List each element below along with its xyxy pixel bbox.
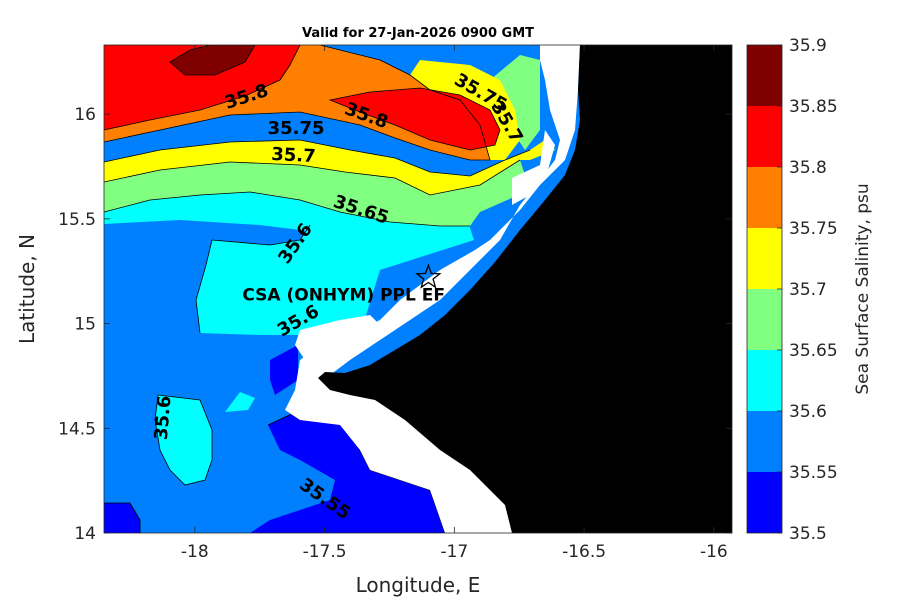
colorbar: 35.5 35.55 35.6 35.65 35.7 35.75 35.8 35.85 35.9 [746,36,838,544]
colorbar-tick-label: 35.65 [789,341,838,361]
contour-line-35.65 [104,159,521,196]
colorbar-tick-label: 35.6 [789,402,827,422]
colorbar-swatch [747,167,782,228]
y-tick-label: 14.5 [58,419,96,439]
no-data-block [512,130,555,205]
contour-label: 35.6 [151,395,176,441]
y-tick-label: 15 [74,315,96,335]
y-tick-label: 14 [74,524,96,544]
contour-line-35.6 [104,191,470,227]
no-data-coastal-strip [285,45,580,533]
colorbar-tick-label: 35.9 [789,36,827,56]
map-title: Valid for 27-Jan-2026 0900 GMT [302,26,534,41]
map-plot-area[interactable]: CSA (ONHYM) PPL EF 35.835.835.7535.7535.… [104,45,732,533]
map-frame [103,44,733,534]
salinity-band-35.6-35.65-north [104,192,470,250]
colorbar-swatch [747,472,782,533]
colorbar-label: Sea Surface Salinity, psu [853,183,873,394]
salinity-band-35.65-35.7 [104,160,530,226]
salinity-band-35.6-35.65-small [225,392,255,412]
y-axis-ticks: 14 14.5 15 15.5 16 [58,105,732,544]
salinity-band-35.6-35.65-southwest [155,395,212,485]
contour-line-35.85 [169,45,256,76]
contour-line-35.6-inner [195,239,213,334]
land-mass [318,45,732,533]
contour-label: 35.75 [268,118,325,139]
x-tick-label: -17 [440,542,468,562]
colorbar-swatch [747,411,782,472]
colorbar-tick-label: 35.7 [789,280,827,300]
colorbar-tick-label: 35.55 [789,463,838,483]
y-axis-label: Latitude, N [15,234,39,344]
colorbar-tick-label: 35.8 [789,158,827,178]
contour-line-35.6-southwest [154,394,213,486]
x-tick-label: -16.5 [562,542,606,562]
colorbar-tick-label: 35.85 [789,97,838,117]
contour-line-35.75 [104,45,491,161]
x-axis-label: Longitude, E [356,573,481,597]
salinity-band-35.8-35.85-east [330,88,500,150]
salinity-band-35.5-35.55-south [250,410,445,533]
contour-line-35.8-east [328,87,501,151]
salinity-band-35.5-35.55 [270,345,298,395]
x-tick-label: -17.5 [303,542,347,562]
site-label: CSA (ONHYM) PPL EF [242,285,445,305]
contour-line-35.8-west [104,45,301,131]
no-data-peninsula [295,315,380,360]
x-tick-label: -16 [700,542,728,562]
y-tick-label: 15.5 [58,210,96,230]
salinity-band-35.65-35.7-northeast [490,55,540,150]
contour-line-35.7 [104,139,531,177]
salinity-band-35.7-35.75 [104,140,555,195]
salinity-band-35.5-35.55-corner [104,503,140,533]
x-axis-ticks: -18 -17.5 -17 -16.5 -16 [181,45,728,562]
colorbar-tick-label: 35.5 [789,524,827,544]
colorbar-swatch [747,228,782,289]
contour-lines [104,45,531,533]
colorbar-swatch [747,350,782,411]
salinity-band-35.85-35.9 [170,45,255,75]
contour-label: 35.7 [271,144,316,167]
colorbar-tick-label: 35.75 [789,219,838,239]
colorbar-swatch [747,289,782,350]
colorbar-swatch [747,45,782,106]
salinity-band-35.8-35.85 [104,45,300,130]
colorbar-swatch [747,106,782,167]
star-icon[interactable] [415,263,442,289]
x-tick-label: -18 [181,542,209,562]
y-tick-label: 16 [74,105,96,125]
contour-line-35.6-central [211,224,311,246]
contour-line-35.55-corner [104,502,141,533]
